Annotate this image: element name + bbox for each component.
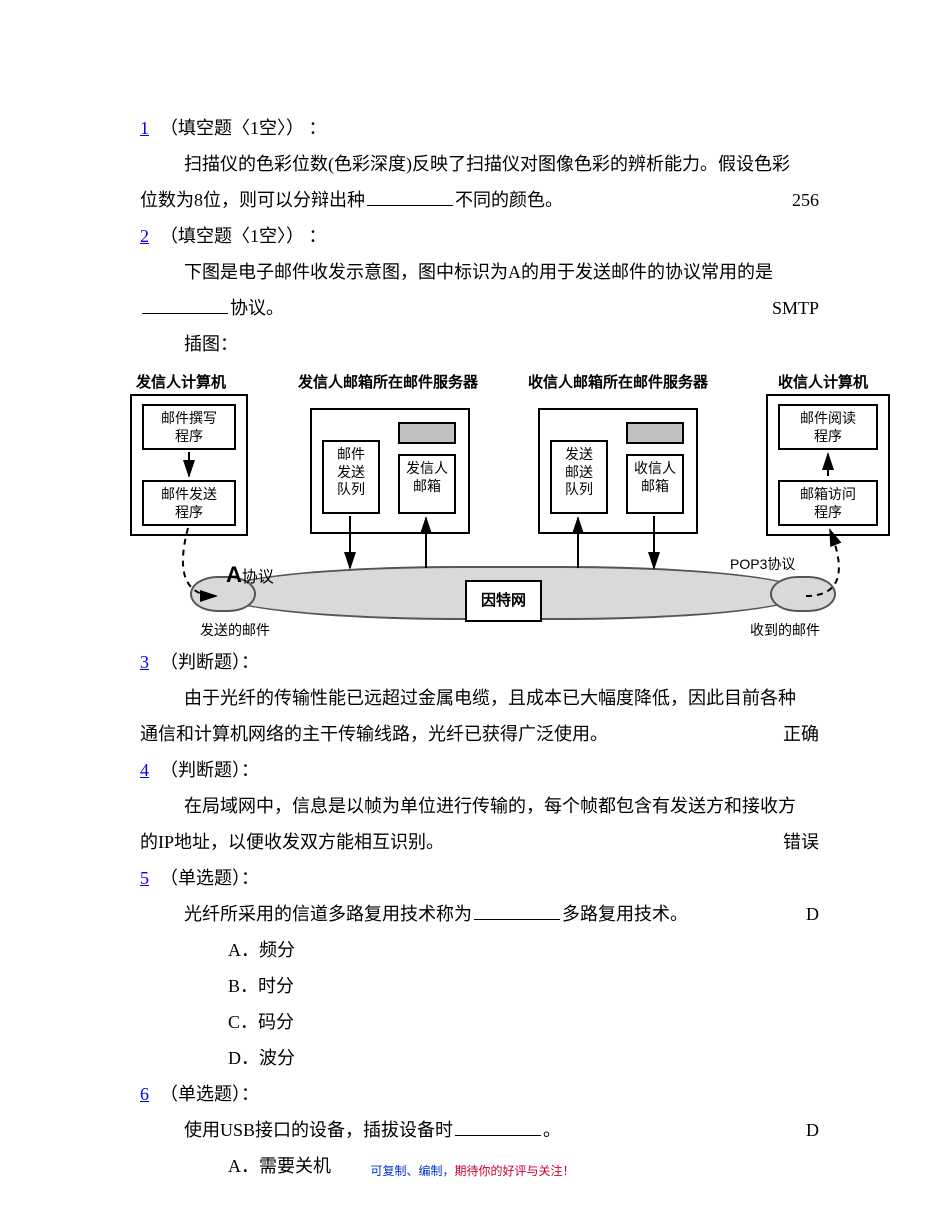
q5-opt-b: B．时分	[140, 968, 825, 1004]
dg-arrows	[130, 368, 890, 638]
dg-label-sent-mail: 发送的邮件	[200, 616, 270, 644]
q4-text-b: 的IP地址，以便收发双方能相互识别。	[140, 824, 444, 860]
email-diagram: 发信人计算机 发信人邮箱所在邮件服务器 收信人邮箱所在邮件服务器 收信人计算机 …	[130, 368, 890, 638]
q5-answer: D	[806, 896, 825, 932]
q5-opt-b-text: 时分	[258, 968, 294, 1004]
q1-blank	[367, 205, 453, 206]
q5-stem-pre: 光纤所采用的信道多路复用技术称为	[184, 896, 472, 932]
q6-header: 6 （单选题）：	[140, 1076, 825, 1112]
q1-text-b-post: 不同的颜色。	[455, 182, 563, 218]
opt-letter: A．	[228, 932, 259, 968]
q2-answer: SMTP	[772, 290, 825, 326]
q5-header: 5 （单选题）：	[140, 860, 825, 896]
q4-header: 4 （判断题）：	[140, 752, 825, 788]
q6-stem: 使用USB接口的设备，插拔设备时 。 D	[140, 1112, 825, 1148]
q1-line-a: 扫描仪的色彩位数(色彩深度)反映了扫描仪对图像色彩的辨析能力。假设色彩	[140, 146, 825, 182]
dg-label-a: A协议	[226, 553, 274, 597]
q3-text-a: 由于光纤的传输性能已远超过金属电缆，且成本已大幅度降低，因此目前各种	[184, 680, 796, 716]
opt-letter: D．	[228, 1040, 259, 1076]
q1-line-b: 位数为8位，则可以分辩出种 不同的颜色。 256	[140, 182, 825, 218]
q1-type: （填空题〈1空〉） ：	[160, 110, 327, 146]
dg-label-recv-mail: 收到的邮件	[750, 616, 820, 644]
q1-header: 1 （填空题〈1空〉） ：	[140, 110, 825, 146]
dg-label-a-suffix: 协议	[242, 569, 274, 586]
dg-label-pop3: POP3协议	[730, 550, 795, 578]
opt-letter: C．	[228, 1004, 258, 1040]
q3-header: 3 （判断题）：	[140, 644, 825, 680]
q3-number: 3	[140, 644, 154, 680]
q3-line-a: 由于光纤的传输性能已远超过金属电缆，且成本已大幅度降低，因此目前各种	[140, 680, 825, 716]
q5-type: （单选题）：	[160, 860, 259, 896]
q2-number: 2	[140, 218, 154, 254]
q6-stem-pre: 使用USB接口的设备，插拔设备时	[184, 1112, 453, 1148]
q6-number: 6	[140, 1076, 154, 1112]
q2-text-b-post: 协议。	[230, 290, 284, 326]
q2-header: 2 （填空题〈1空〉） ：	[140, 218, 825, 254]
q2-text-a: 下图是电子邮件收发示意图，图中标识为A的用于发送邮件的协议常用的是	[184, 254, 773, 290]
q1-answer: 256	[792, 182, 825, 218]
q4-type: （判断题）：	[160, 752, 259, 788]
q5-opt-a-text: 频分	[259, 932, 295, 968]
q2-line-b: 协议。 SMTP	[140, 290, 825, 326]
q5-opt-d-text: 波分	[259, 1040, 295, 1076]
q5-stem-post: 多路复用技术。	[562, 896, 688, 932]
q2-blank	[142, 313, 228, 314]
q2-caption: 插图：	[184, 326, 238, 362]
q6-answer: D	[806, 1112, 825, 1148]
q1-text-b-pre: 位数为8位，则可以分辩出种	[140, 182, 365, 218]
q6-type: （单选题）：	[160, 1076, 259, 1112]
q3-text-b: 通信和计算机网络的主干传输线路，光纤已获得广泛使用。	[140, 716, 608, 752]
q3-answer: 正确	[783, 716, 825, 752]
q4-number: 4	[140, 752, 154, 788]
dg-label-a-letter: A	[226, 562, 242, 587]
q5-opt-c-text: 码分	[258, 1004, 294, 1040]
q5-opt-a: A．频分	[140, 932, 825, 968]
q2-type: （填空题〈1空〉） ：	[160, 218, 327, 254]
opt-letter: B．	[228, 968, 258, 1004]
footer-part2: 期待你的好评与关注！	[455, 1164, 575, 1178]
q6-stem-post: 。	[543, 1112, 561, 1148]
q4-text-a: 在局域网中，信息是以帧为单位进行传输的，每个帧都包含有发送方和接收方	[184, 788, 796, 824]
q4-answer: 错误	[783, 824, 825, 860]
q1-number: 1	[140, 110, 154, 146]
q5-stem: 光纤所采用的信道多路复用技术称为 多路复用技术。 D	[140, 896, 825, 932]
q5-opt-c: C．码分	[140, 1004, 825, 1040]
page-footer: 可复制、编制，期待你的好评与关注！	[0, 1159, 945, 1183]
document-page: 1 （填空题〈1空〉） ： 扫描仪的色彩位数(色彩深度)反映了扫描仪对图像色彩的…	[0, 0, 945, 1223]
q5-opt-d: D．波分	[140, 1040, 825, 1076]
q4-line-b: 的IP地址，以便收发双方能相互识别。 错误	[140, 824, 825, 860]
q2-line-a: 下图是电子邮件收发示意图，图中标识为A的用于发送邮件的协议常用的是	[140, 254, 825, 290]
q5-blank	[474, 919, 560, 920]
footer-part1: 可复制、编制，	[370, 1164, 454, 1178]
q5-number: 5	[140, 860, 154, 896]
q3-line-b: 通信和计算机网络的主干传输线路，光纤已获得广泛使用。 正确	[140, 716, 825, 752]
q4-line-a: 在局域网中，信息是以帧为单位进行传输的，每个帧都包含有发送方和接收方	[140, 788, 825, 824]
q1-text-a: 扫描仪的色彩位数(色彩深度)反映了扫描仪对图像色彩的辨析能力。假设色彩	[184, 146, 790, 182]
q3-type: （判断题）：	[160, 644, 259, 680]
q6-blank	[455, 1135, 541, 1136]
q2-caption-line: 插图：	[140, 326, 825, 362]
